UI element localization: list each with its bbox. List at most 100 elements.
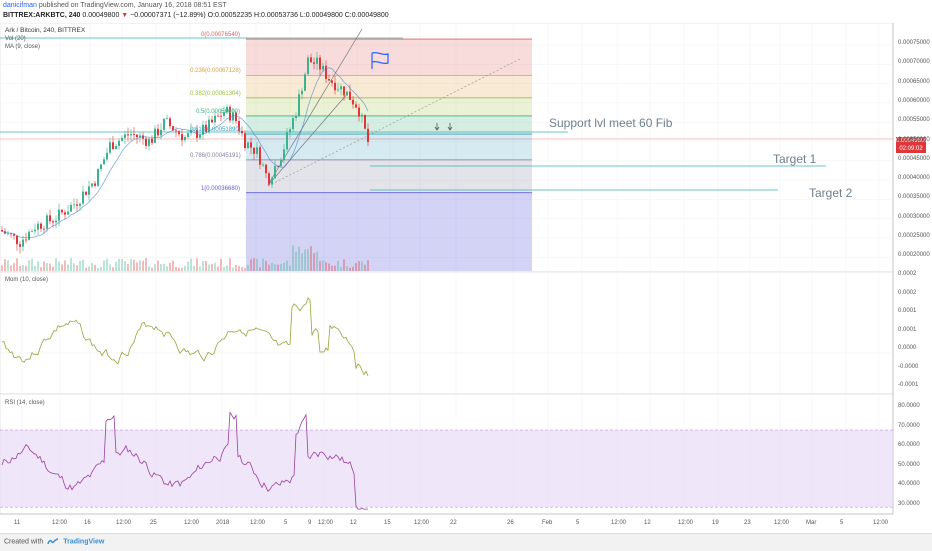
volume-bar <box>127 263 129 271</box>
candle-body <box>217 115 219 117</box>
price-axis-label: 0.00040000 <box>898 175 930 182</box>
candle-body <box>319 57 321 70</box>
volume-bar <box>43 261 45 271</box>
price-axis-label: 0.00055000 <box>898 117 930 124</box>
target2-annotation[interactable]: Target 2 <box>809 186 853 200</box>
volume-bar <box>1 265 3 271</box>
volume-bar <box>100 266 102 271</box>
price-axis-label: 0.00050000 <box>898 136 930 143</box>
tradingview-brand[interactable]: TradingView <box>63 538 105 546</box>
candle-body <box>118 140 120 146</box>
mom-pane <box>0 271 894 395</box>
candle-body <box>355 104 357 108</box>
volume-bar <box>202 260 204 271</box>
volume-bar <box>13 263 15 271</box>
candle-body <box>361 114 363 117</box>
fib-level-label: 0.382(0.00061304) <box>190 90 241 97</box>
created-with: Created with TradingView <box>4 538 104 545</box>
candle-body <box>292 118 294 130</box>
volume-bar <box>25 265 27 271</box>
candle-body <box>22 239 24 247</box>
price-axis-label: 0.00045000 <box>898 155 930 162</box>
volume-bar <box>148 266 150 271</box>
candle-body <box>304 74 306 91</box>
candle-body <box>151 138 153 143</box>
candle-body <box>7 233 9 235</box>
momentum-line <box>1 297 369 376</box>
time-axis-label: 12:00 <box>414 520 430 526</box>
chart-area[interactable]: Ark / Bitcoin, 240, BITTREX Vol (20) MA … <box>0 23 932 533</box>
rsi-line <box>1 411 368 510</box>
candle-body <box>109 142 111 153</box>
time-axis-label: 23 <box>744 520 751 526</box>
candle-body <box>10 233 12 235</box>
candle-body <box>301 90 303 95</box>
fib-level-label: 0(0.00076540) <box>200 32 240 39</box>
volume-bar <box>277 264 279 271</box>
volume-bar <box>283 262 285 271</box>
created-with-text: Created with <box>4 538 44 546</box>
target1-annotation[interactable]: Target 1 <box>773 152 817 166</box>
mom-pane-title[interactable]: Mom (10, close) <box>5 277 49 283</box>
bar-countdown-tag: 02:09:02 <box>896 145 926 153</box>
volume-bar <box>103 260 105 271</box>
volume-bar <box>136 262 138 271</box>
arrow-down-icon <box>447 123 453 131</box>
support-annotation[interactable]: Support lvl meet 60 Fib <box>549 116 673 130</box>
volume-bar <box>328 263 330 271</box>
price-axis-label: 0.00070000 <box>898 59 930 66</box>
candle-body <box>307 57 309 75</box>
candle-body <box>82 191 84 204</box>
candle-body <box>328 79 330 81</box>
candle-body <box>166 118 168 120</box>
price-axis-label: 70.0000 <box>898 422 920 429</box>
candle-body <box>31 231 33 233</box>
time-axis-label: 5 <box>284 520 288 526</box>
time-axis-label: 12:00 <box>52 520 68 526</box>
chart-canvas[interactable] <box>0 23 932 533</box>
candle-body <box>70 204 72 212</box>
close-value: C:0.00049800 <box>344 12 389 19</box>
time-axis-label: 12:00 <box>116 520 132 526</box>
candle-body <box>259 147 261 165</box>
rsi-pane-title[interactable]: RSI (14, close) <box>5 400 45 406</box>
candle-body <box>337 89 339 91</box>
candle-body <box>331 80 333 83</box>
volume-bar <box>142 260 144 271</box>
candle-body <box>67 211 69 215</box>
volume-bar <box>166 266 168 271</box>
candle-body <box>268 173 270 185</box>
candle-body <box>244 133 246 149</box>
time-axis-label: 12:00 <box>774 520 790 526</box>
candle-body <box>214 115 216 123</box>
volume-indicator-label[interactable]: Vol (20) <box>5 36 26 42</box>
time-axis-label: 2018 <box>216 520 230 526</box>
candle-body <box>43 228 45 230</box>
volume-bar <box>217 266 219 271</box>
fib-zone <box>246 97 532 116</box>
candle-body <box>283 149 285 161</box>
candle-body <box>88 186 90 195</box>
ma-indicator-label[interactable]: MA (9, close) <box>5 44 41 50</box>
candle-body <box>178 131 180 135</box>
volume-bar <box>289 265 291 271</box>
volume-bar <box>49 263 51 271</box>
author-link[interactable]: danicifman <box>3 2 37 9</box>
symbol-label[interactable]: BITTREX:ARKBTC, 240 <box>3 12 81 19</box>
price-axis-label: -0.0000 <box>898 363 919 370</box>
candle-body <box>340 86 342 90</box>
candle-body <box>157 128 159 136</box>
high-value: H:0.00053736 <box>253 12 298 19</box>
candle-body <box>55 220 57 223</box>
volume-bar <box>4 259 6 271</box>
fib-zone <box>246 75 532 98</box>
volume-bar <box>259 267 261 271</box>
volume-bar <box>163 263 165 271</box>
candle-body <box>253 147 255 154</box>
trendline-dashed <box>267 58 521 187</box>
candle-body <box>148 138 150 146</box>
volume-bar <box>58 261 60 271</box>
time-axis-label: 12:00 <box>318 520 334 526</box>
time-axis-label: 11 <box>14 520 21 526</box>
candle-body <box>241 130 243 134</box>
